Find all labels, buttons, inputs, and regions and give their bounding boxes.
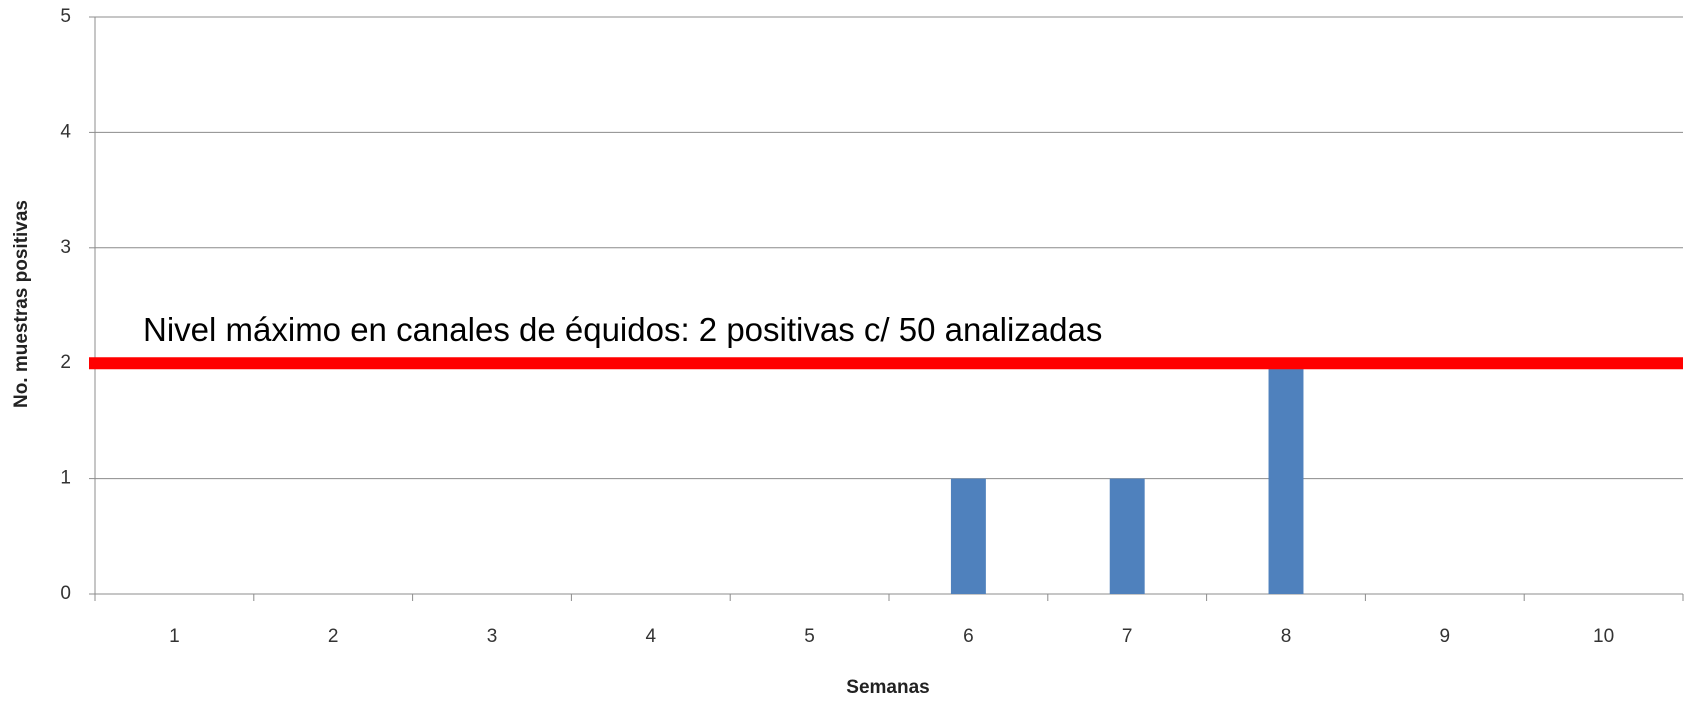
y-tick-label: 4: [60, 121, 71, 142]
y-tick-label: 0: [60, 583, 71, 604]
x-tick-label: 3: [487, 626, 498, 647]
x-tick-label: 6: [963, 626, 974, 647]
y-axis-title: No. muestras positivas: [11, 200, 32, 408]
x-tick-label: 9: [1440, 626, 1451, 647]
x-tick-label: 10: [1593, 626, 1614, 647]
threshold-label: Nivel máximo en canales de équidos: 2 po…: [143, 311, 1102, 348]
x-tick-label: 2: [328, 626, 339, 647]
y-tick-label: 2: [60, 352, 71, 373]
bar: [1268, 363, 1304, 594]
x-tick-label: 4: [646, 626, 657, 647]
x-tick-label: 1: [169, 626, 180, 647]
y-tick-label: 5: [60, 6, 71, 27]
x-axis-title: Semanas: [846, 677, 929, 698]
x-tick-label: 7: [1122, 626, 1133, 647]
x-tick-label: 5: [804, 626, 815, 647]
x-tick-label: 8: [1281, 626, 1292, 647]
y-tick-label: 3: [60, 237, 71, 258]
bar: [1109, 478, 1145, 594]
bar: [950, 478, 986, 594]
y-tick-label: 1: [60, 468, 71, 489]
